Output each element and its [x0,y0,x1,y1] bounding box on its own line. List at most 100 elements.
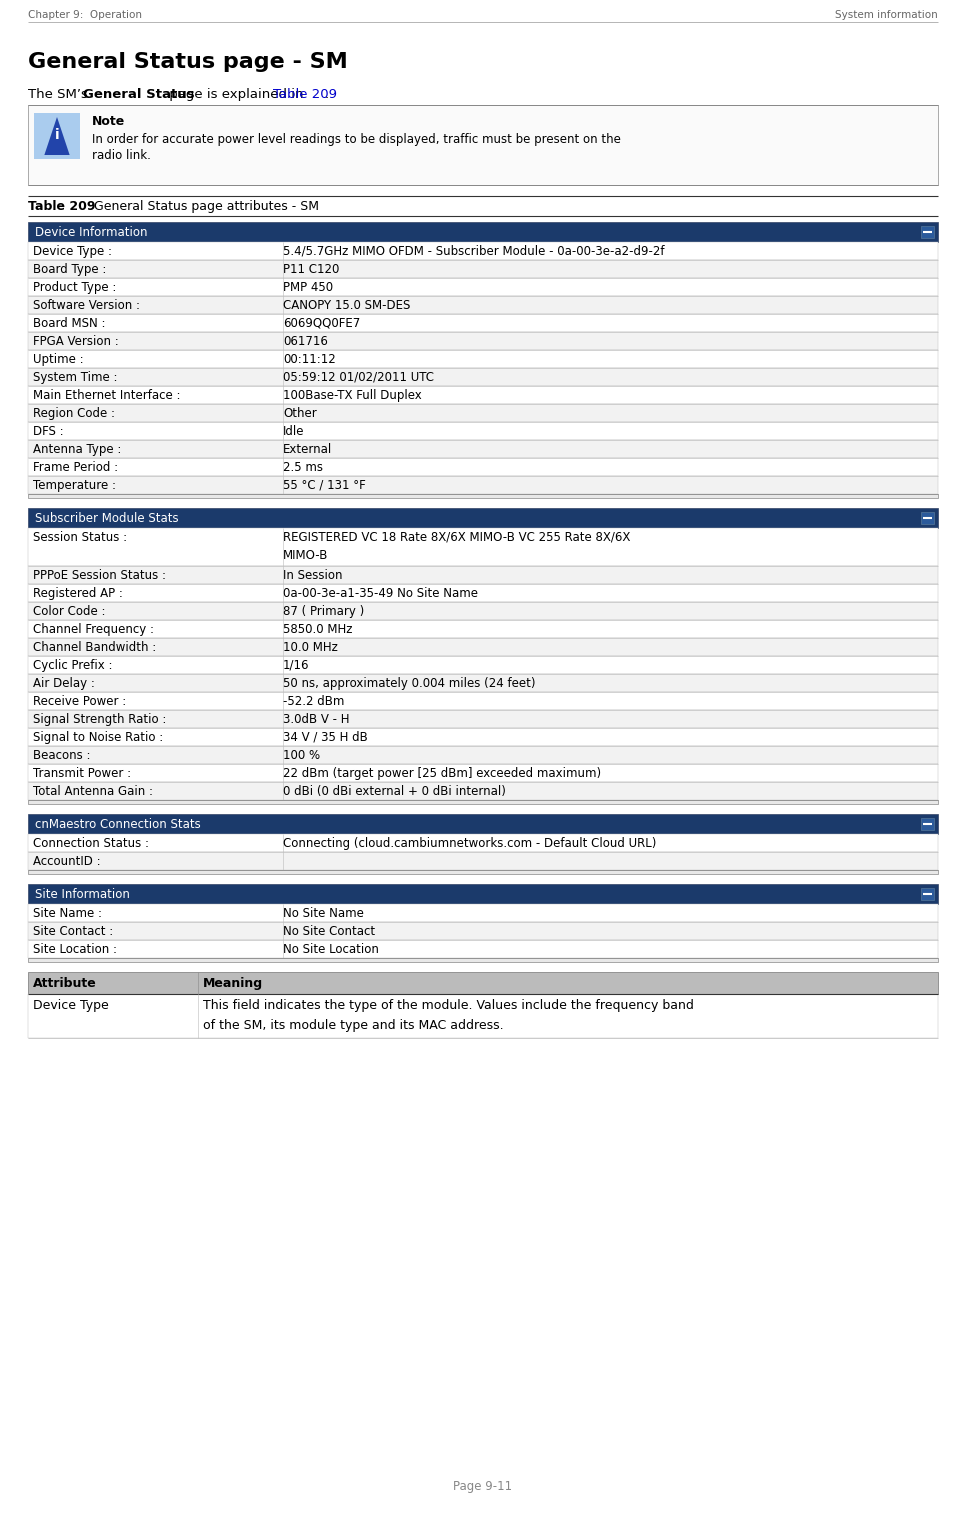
Bar [28,995,938,1039]
Text: Session Status :: Session Status : [33,531,128,544]
Bar [28,441,938,459]
Text: i: i [55,129,59,142]
Text: FPGA Version :: FPGA Version : [33,335,119,348]
Bar [28,475,938,494]
Bar [28,904,938,922]
Text: of the SM, its module type and its MAC address.: of the SM, its module type and its MAC a… [203,1019,503,1033]
Text: Uptime :: Uptime : [33,353,84,366]
Text: Subscriber Module Stats: Subscriber Module Stats [35,512,179,525]
Bar [921,512,934,524]
Text: PPPoE Session Status :: PPPoE Session Status : [33,569,166,581]
Text: Device Information: Device Information [35,226,148,239]
Text: Receive Power :: Receive Power : [33,695,127,709]
Text: 34 V / 35 H dB: 34 V / 35 H dB [283,731,368,743]
Text: 87 ( Primary ): 87 ( Primary ) [283,606,364,618]
Text: Device Type :: Device Type : [33,245,112,257]
Text: Other: Other [283,407,317,419]
Text: 1/16: 1/16 [283,659,309,672]
Text: 6069QQ0FE7: 6069QQ0FE7 [283,316,360,330]
Text: 0a-00-3e-a1-35-49 No Site Name: 0a-00-3e-a1-35-49 No Site Name [283,587,478,600]
Text: Software Version :: Software Version : [33,298,140,312]
Bar [28,313,938,332]
Bar [28,692,938,710]
Text: Signal to Noise Ratio :: Signal to Noise Ratio : [33,731,163,743]
Text: Meaning: Meaning [203,977,263,990]
Bar [28,852,938,871]
Bar [28,260,938,279]
Bar [28,297,938,313]
Bar [28,566,938,584]
Bar [28,765,938,783]
Text: P11 C120: P11 C120 [283,263,339,276]
Bar [28,884,938,904]
Text: 2.5 ms: 2.5 ms [283,460,323,474]
Text: -52.2 dBm: -52.2 dBm [283,695,344,709]
Text: The SM’s: The SM’s [28,88,92,101]
Bar [28,459,938,475]
Text: .: . [325,88,329,101]
Bar [28,637,938,656]
Text: 55 °C / 131 °F: 55 °C / 131 °F [283,478,366,492]
Text: Channel Frequency :: Channel Frequency : [33,622,154,636]
Text: Transmit Power :: Transmit Power : [33,768,131,780]
Text: Cyclic Prefix :: Cyclic Prefix : [33,659,112,672]
Text: 10.0 MHz: 10.0 MHz [283,640,338,654]
Bar [28,509,938,528]
Text: This field indicates the type of the module. Values include the frequency band: This field indicates the type of the mod… [203,999,694,1011]
Bar [28,528,938,566]
Text: Beacons :: Beacons : [33,749,91,762]
Bar [28,104,938,185]
Text: General Status: General Status [83,88,194,101]
Text: 22 dBm (target power [25 dBm] exceeded maximum): 22 dBm (target power [25 dBm] exceeded m… [283,768,601,780]
Text: Site Location :: Site Location : [33,943,117,955]
Text: 5.4/5.7GHz MIMO OFDM - Subscriber Module - 0a-00-3e-a2-d9-2f: 5.4/5.7GHz MIMO OFDM - Subscriber Module… [283,245,665,257]
Text: Registered AP :: Registered AP : [33,587,123,600]
Bar [28,783,938,799]
Text: 3.0dB V - H: 3.0dB V - H [283,713,350,727]
Text: MIMO-B: MIMO-B [283,550,328,562]
Bar [921,818,934,830]
Bar [28,940,938,958]
Bar [34,114,80,159]
Text: REGISTERED VC 18 Rate 8X/6X MIMO-B VC 255 Rate 8X/6X: REGISTERED VC 18 Rate 8X/6X MIMO-B VC 25… [283,531,631,544]
Text: Channel Bandwidth :: Channel Bandwidth : [33,640,156,654]
Text: 05:59:12 01/02/2011 UTC: 05:59:12 01/02/2011 UTC [283,371,434,385]
Text: Signal Strength Ratio :: Signal Strength Ratio : [33,713,166,727]
Text: Air Delay :: Air Delay : [33,677,95,690]
Text: Temperature :: Temperature : [33,478,116,492]
Text: Board Type :: Board Type : [33,263,106,276]
Text: cnMaestro Connection Stats: cnMaestro Connection Stats [35,818,201,831]
Text: 061716: 061716 [283,335,327,348]
Bar [28,350,938,368]
Bar [921,889,934,899]
Text: In order for accurate power level readings to be displayed, traffic must be pres: In order for accurate power level readin… [92,133,621,145]
Text: radio link.: radio link. [92,148,151,162]
Text: 50 ns, approximately 0.004 miles (24 feet): 50 ns, approximately 0.004 miles (24 fee… [283,677,535,690]
Text: Total Antenna Gain :: Total Antenna Gain : [33,784,153,798]
Polygon shape [44,117,70,154]
Text: Site Contact :: Site Contact : [33,925,113,939]
Text: System information: System information [836,11,938,20]
Bar [28,656,938,674]
Text: Site Information: Site Information [35,889,129,901]
Bar [28,958,938,961]
Text: Chapter 9:  Operation: Chapter 9: Operation [28,11,142,20]
Bar [28,223,938,242]
Bar [28,368,938,386]
Text: PMP 450: PMP 450 [283,282,333,294]
Bar [28,972,938,995]
Text: System Time :: System Time : [33,371,118,385]
Text: Site Name :: Site Name : [33,907,102,921]
Text: General Status page attributes - SM: General Status page attributes - SM [90,200,319,213]
Text: Page 9-11: Page 9-11 [453,1481,513,1493]
Text: Product Type :: Product Type : [33,282,116,294]
Bar [28,242,938,260]
Bar [28,799,938,804]
Text: Color Code :: Color Code : [33,606,105,618]
Text: 00:11:12: 00:11:12 [283,353,336,366]
Bar [28,603,938,621]
Bar [28,710,938,728]
Bar [28,922,938,940]
Bar [921,226,934,238]
Text: 5850.0 MHz: 5850.0 MHz [283,622,353,636]
